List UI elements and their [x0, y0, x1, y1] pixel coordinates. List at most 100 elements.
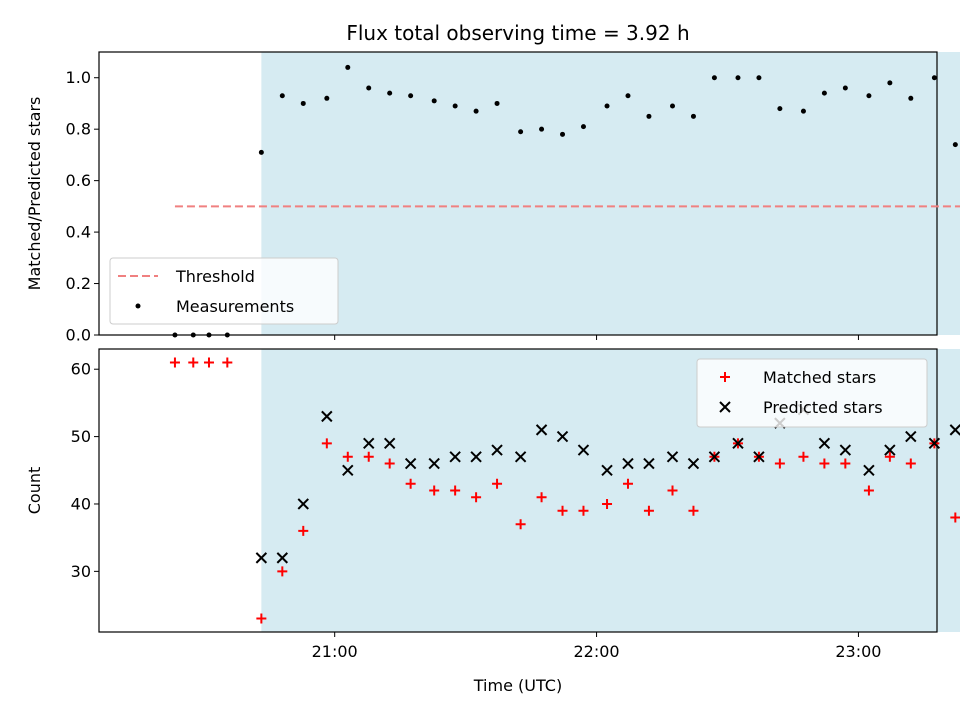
matched-star-point: [622, 478, 633, 489]
measurement-point: [866, 93, 872, 99]
measurement-point: [452, 103, 458, 109]
measurement-point: [408, 93, 414, 99]
matched-star-point: [840, 458, 851, 469]
matched-star-point: [450, 485, 461, 496]
legend: Threshold Measurements: [109, 257, 339, 325]
measurement-point: [908, 95, 914, 101]
measurement-point: [258, 149, 264, 155]
measurement-point: [952, 142, 958, 148]
legend-box: [696, 358, 928, 428]
predicted-star-point: [601, 464, 613, 476]
matched-star-point: [222, 357, 233, 368]
measurement-point: [172, 332, 178, 338]
measurement-point: [821, 90, 827, 96]
predicted-star-point: [753, 451, 765, 463]
predicted-star-point: [404, 457, 417, 470]
measurement-point: [777, 106, 783, 112]
measurement-point: [539, 126, 545, 132]
legend-box: [109, 257, 339, 325]
measurement-point: [518, 129, 524, 135]
legend: Matched stars Predicted stars: [696, 358, 928, 428]
predicted-star-point: [363, 437, 375, 450]
measurement-point: [473, 108, 479, 114]
matched-star-point: [256, 613, 267, 624]
matched-star-point: [515, 519, 526, 530]
measurement-point: [324, 95, 330, 101]
matched-star-point: [578, 505, 589, 516]
measurement-point: [279, 93, 285, 99]
predicted-star-point: [321, 410, 333, 423]
matched-star-point: [405, 478, 416, 489]
matched-star-point: [384, 458, 395, 469]
measurement-point: [756, 75, 762, 81]
matched-star-point: [203, 357, 214, 368]
measurement-point: [431, 98, 437, 104]
predicted-star-point: [863, 464, 875, 476]
legend-cross-swatch: [719, 401, 731, 413]
measurement-point: [560, 131, 566, 137]
measurement-point: [366, 85, 372, 91]
chart-title: Flux total observing time = 3.92 h: [346, 21, 689, 45]
predicted-star-point: [708, 451, 721, 463]
matched-star-point: [492, 478, 503, 489]
matched-star-point: [169, 357, 180, 368]
measurement-point: [387, 90, 393, 96]
measurement-point: [735, 75, 741, 81]
y-tick-label: 0.2: [66, 274, 91, 293]
x-tick-label: 23:00: [835, 642, 881, 661]
matched-star-point: [774, 458, 785, 469]
predicted-star-point: [383, 437, 396, 450]
legend-plus-swatch: [720, 372, 730, 382]
y-tick-label: 0.8: [66, 120, 91, 139]
measurement-point: [670, 103, 676, 109]
measurement-point: [345, 64, 351, 70]
matched-star-point: [798, 451, 809, 462]
matched-star-point: [667, 485, 678, 496]
y-tick-label: 60: [71, 360, 91, 379]
matched-star-point: [602, 498, 613, 509]
measurement-point: [190, 332, 196, 338]
matched-star-point: [188, 357, 199, 368]
matched-star-point: [643, 505, 654, 516]
predicted-star-point: [687, 457, 700, 470]
y-tick-label: 0.4: [66, 223, 91, 242]
predicted-star-point: [643, 457, 655, 470]
predicted-star-point: [884, 444, 896, 456]
matched-star-point: [884, 451, 895, 462]
predicted-star-point: [342, 464, 354, 476]
y-tick-label: 40: [71, 494, 91, 513]
matched-star-point: [429, 485, 440, 496]
matched-star-point: [321, 438, 332, 449]
x-tick-label: 21:00: [312, 642, 358, 661]
predicted-star-point: [839, 444, 852, 456]
matched-star-point: [905, 458, 916, 469]
x-axis-label: Time (UTC): [473, 676, 562, 695]
measurement-point: [711, 75, 717, 81]
y-axis-label: Matched/Predicted stars: [25, 97, 44, 291]
matched-star-point: [557, 505, 568, 516]
measurement-point: [206, 332, 212, 338]
predicted-star-point: [449, 451, 461, 463]
y-tick-label: 1.0: [66, 68, 91, 87]
matched-star-point: [471, 492, 482, 503]
matched-star-point: [950, 512, 960, 523]
matched-star-point: [688, 505, 699, 516]
measurement-point: [224, 332, 230, 338]
matched-star-point: [363, 451, 374, 462]
y-tick-label: 30: [71, 562, 91, 581]
predicted-star-point: [428, 457, 440, 470]
measurement-point: [800, 108, 806, 114]
measurement-point: [625, 93, 631, 99]
measurement-point: [646, 113, 652, 119]
measurement-point: [604, 103, 610, 109]
measurement-point: [580, 124, 586, 130]
matched-star-point: [342, 451, 353, 462]
predicted-star-point: [622, 457, 634, 470]
measurement-point: [494, 100, 500, 106]
predicted-star-point: [470, 451, 482, 463]
legend-dot-swatch: [135, 303, 141, 309]
measurement-point: [690, 113, 696, 119]
measurement-point: [842, 85, 848, 91]
predicted-star-point: [255, 552, 268, 564]
y-axis-label: Count: [25, 467, 44, 515]
